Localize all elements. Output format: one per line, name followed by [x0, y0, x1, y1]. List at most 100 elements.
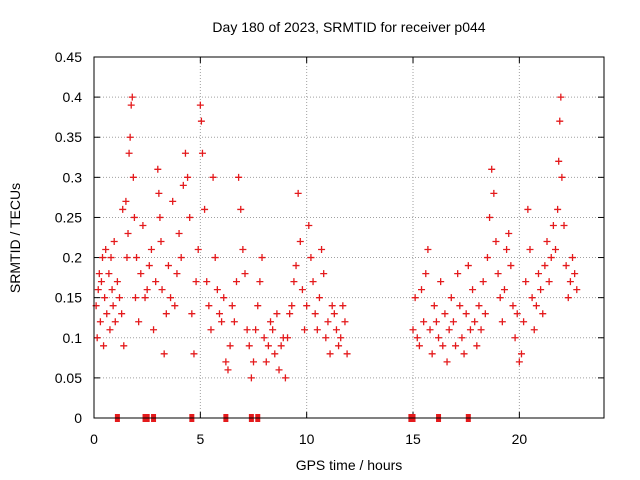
data-point: [445, 326, 453, 334]
data-point: [509, 302, 517, 310]
data-point: [294, 189, 302, 197]
data-point: [479, 278, 487, 286]
data-points: [92, 93, 581, 422]
data-point: [222, 358, 230, 366]
data-point: [205, 302, 213, 310]
y-tick-label: 0.45: [55, 49, 82, 65]
data-point: [318, 246, 326, 254]
data-point: [186, 213, 194, 221]
data-point: [437, 278, 445, 286]
data-point: [462, 310, 470, 318]
data-point: [119, 205, 127, 213]
data-point: [415, 342, 423, 350]
data-point: [456, 302, 464, 310]
data-point: [123, 254, 131, 262]
data-point: [477, 326, 485, 334]
data-point: [326, 350, 334, 358]
data-point: [127, 101, 135, 109]
data-point: [250, 358, 258, 366]
data-point: [154, 165, 162, 173]
data-point: [252, 326, 260, 334]
x-axis-label: GPS time / hours: [296, 457, 403, 473]
y-axis-label: SRMTID / TECUs: [7, 183, 23, 293]
y-tick-label: 0.05: [55, 370, 82, 386]
data-point: [93, 334, 101, 342]
data-point: [102, 246, 110, 254]
data-point: [122, 197, 130, 205]
data-point: [131, 294, 139, 302]
data-point: [262, 358, 270, 366]
data-point: [241, 270, 249, 278]
data-point: [95, 270, 103, 278]
data-point: [328, 302, 336, 310]
data-point: [460, 350, 468, 358]
data-point: [129, 173, 137, 181]
data-point: [296, 238, 304, 246]
data-point: [439, 342, 447, 350]
data-point: [492, 238, 500, 246]
data-point: [107, 254, 115, 262]
data-point: [194, 246, 202, 254]
data-point: [160, 350, 168, 358]
data-point: [99, 254, 107, 262]
data-point: [292, 262, 300, 270]
data-point: [507, 262, 515, 270]
data-point: [341, 318, 349, 326]
data-point: [475, 302, 483, 310]
data-point: [198, 149, 206, 157]
data-point: [220, 294, 228, 302]
data-point: [164, 262, 172, 270]
data-point: [139, 221, 147, 229]
data-point: [177, 254, 185, 262]
data-point: [213, 286, 221, 294]
data-point: [235, 173, 243, 181]
data-point: [232, 278, 240, 286]
data-point: [158, 286, 166, 294]
x-tick-label: 5: [196, 431, 204, 447]
data-point: [443, 358, 451, 366]
data-point: [503, 246, 511, 254]
data-point: [303, 302, 311, 310]
data-point: [511, 334, 519, 342]
data-point: [409, 326, 417, 334]
data-point: [488, 165, 496, 173]
data-point: [330, 310, 338, 318]
data-point: [422, 270, 430, 278]
data-point: [141, 294, 149, 302]
data-point: [454, 270, 462, 278]
data-point: [157, 238, 165, 246]
x-tick-label: 10: [299, 431, 315, 447]
data-point: [496, 294, 504, 302]
data-point: [169, 197, 177, 205]
data-point: [179, 181, 187, 189]
data-point: [552, 246, 560, 254]
data-point: [490, 189, 498, 197]
data-point: [209, 173, 217, 181]
data-point: [452, 342, 460, 350]
data-point: [267, 318, 275, 326]
data-point: [464, 262, 472, 270]
y-tick-label: 0.15: [55, 290, 82, 306]
data-point: [162, 310, 170, 318]
data-point: [201, 205, 209, 213]
data-point: [513, 310, 521, 318]
data-point: [532, 302, 540, 310]
data-point: [426, 326, 434, 334]
data-point: [173, 270, 181, 278]
data-point: [339, 302, 347, 310]
data-point: [466, 326, 474, 334]
data-point: [524, 205, 532, 213]
data-point: [298, 286, 306, 294]
data-point: [197, 117, 205, 125]
data-point: [420, 318, 428, 326]
data-point: [256, 278, 264, 286]
data-point: [494, 270, 502, 278]
data-point: [309, 278, 317, 286]
data-point: [215, 310, 223, 318]
data-point: [120, 342, 128, 350]
data-point: [337, 334, 345, 342]
data-point: [288, 302, 296, 310]
data-point: [105, 270, 113, 278]
data-point: [324, 318, 332, 326]
